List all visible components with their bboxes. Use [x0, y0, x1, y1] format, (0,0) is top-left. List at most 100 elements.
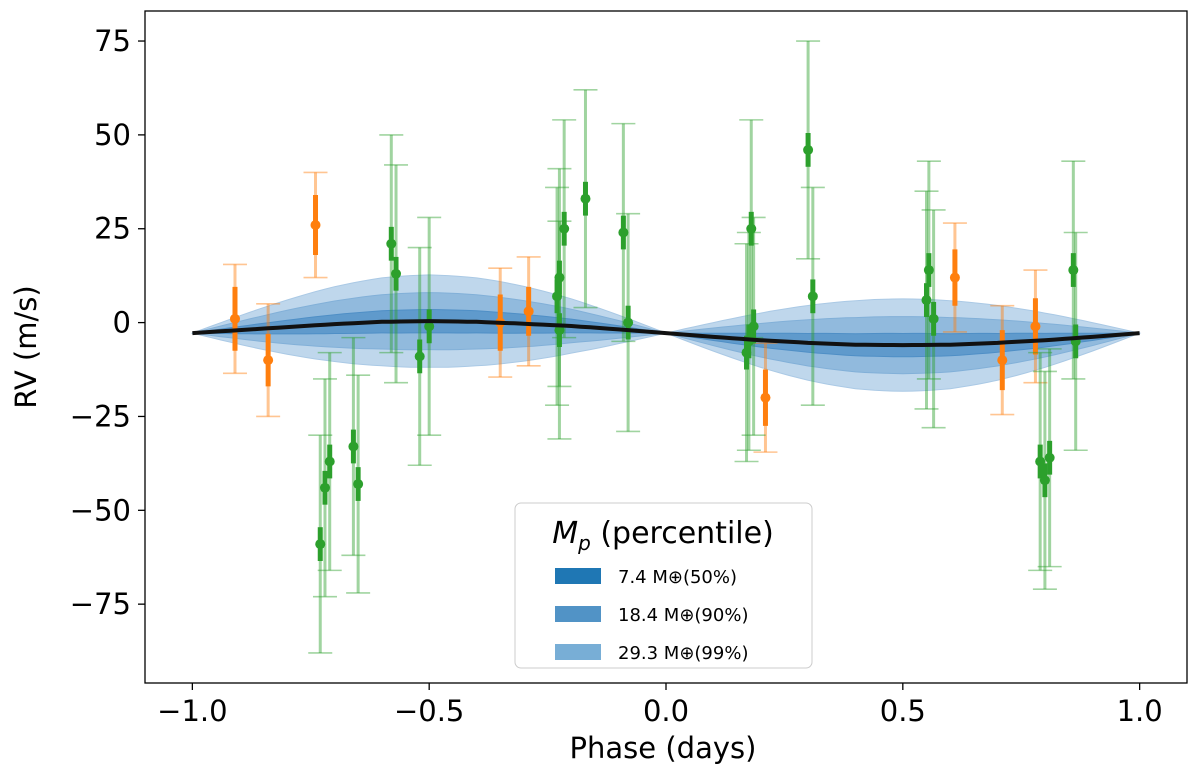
data-point	[990, 304, 1015, 416]
legend-swatch	[555, 644, 601, 660]
data-point	[916, 160, 941, 380]
x-tick-label: −1.0	[157, 694, 227, 728]
data-point	[611, 122, 636, 343]
legend-label: 7.4 M⊕(50%)	[618, 567, 737, 588]
point-marker	[997, 355, 1008, 366]
data-points	[222, 40, 1088, 654]
point-marker	[746, 223, 757, 234]
data-point	[616, 212, 641, 433]
point-marker	[618, 227, 629, 238]
point-marker	[803, 144, 814, 155]
y-tick-label: −75	[70, 587, 131, 621]
point-marker	[923, 265, 934, 276]
legend-label: 29.3 M⊕(99%)	[618, 643, 748, 664]
point-marker	[315, 539, 326, 550]
legend-box	[514, 502, 813, 669]
point-marker	[424, 321, 435, 332]
data-point	[417, 216, 442, 437]
x-tick-label: 1.0	[1117, 694, 1163, 728]
data-point	[547, 167, 572, 388]
data-point	[1023, 269, 1048, 384]
data-point	[547, 220, 572, 440]
x-tick-label: 0.5	[880, 694, 926, 728]
legend-title-rest: (percentile)	[591, 516, 774, 551]
data-point	[384, 164, 409, 384]
legend-entry: 18.4 M⊕(90%)	[555, 605, 748, 626]
data-point	[379, 134, 404, 354]
point-marker	[414, 351, 425, 362]
data-point	[741, 216, 766, 437]
y-tick-label: 25	[94, 212, 131, 246]
y-tick-label: 0	[113, 306, 131, 340]
data-point	[346, 374, 371, 594]
y-axis: 75 50 25 0 −25 −50 −75	[70, 24, 145, 621]
point-marker	[1044, 452, 1055, 463]
model-curve	[192, 319, 1140, 348]
data-point	[552, 119, 577, 339]
point-marker	[928, 313, 939, 324]
x-tick-label: 0.0	[643, 694, 689, 728]
data-point	[256, 303, 281, 418]
y-tick-label: −25	[70, 399, 131, 433]
point-marker	[1030, 321, 1041, 332]
point-marker	[348, 441, 359, 452]
data-point	[407, 246, 432, 467]
point-marker	[324, 456, 335, 467]
data-point	[303, 171, 328, 279]
data-point	[942, 222, 967, 333]
legend-title: Mp (percentile)	[552, 516, 774, 555]
point-marker	[921, 295, 932, 306]
model-curve-layer	[192, 319, 1140, 348]
point-marker	[1039, 475, 1050, 486]
y-tick-label: 50	[94, 118, 131, 152]
data-point	[753, 342, 778, 453]
data-point	[222, 263, 247, 375]
data-point	[545, 186, 570, 406]
point-marker	[263, 355, 274, 366]
legend-entries: 7.4 M⊕(50%) 18.4 M⊕(90%) 29.3 M⊕(99%)	[555, 567, 748, 664]
point-marker	[623, 317, 634, 328]
point-marker	[310, 219, 321, 230]
point-marker	[319, 482, 330, 493]
point-marker	[386, 238, 397, 249]
legend-entry: 29.3 M⊕(99%)	[555, 643, 748, 664]
point-marker	[554, 272, 565, 283]
legend-entry: 7.4 M⊕(50%)	[555, 567, 737, 588]
point-marker	[1068, 265, 1079, 276]
point-marker	[554, 325, 565, 336]
y-tick-label: −50	[70, 493, 131, 527]
x-axis-label: Phase (days)	[570, 731, 757, 765]
x-tick-label: −0.5	[394, 694, 464, 728]
data-point	[796, 40, 821, 260]
data-point	[308, 434, 333, 654]
data-point	[1032, 370, 1057, 590]
data-point	[341, 336, 366, 557]
point-marker	[353, 479, 364, 490]
point-marker	[949, 272, 960, 283]
legend-swatch	[555, 568, 601, 584]
legend-swatch	[555, 606, 601, 622]
point-marker	[807, 291, 818, 302]
data-point	[1037, 348, 1062, 568]
x-axis: −1.0 −0.5 0.0 0.5 1.0	[157, 683, 1163, 728]
data-point	[516, 256, 541, 367]
data-point	[317, 351, 342, 572]
data-point	[573, 89, 598, 309]
data-point	[914, 190, 939, 410]
legend-label: 18.4 M⊕(90%)	[618, 605, 748, 626]
point-marker	[580, 193, 591, 204]
point-marker	[760, 392, 771, 403]
data-point	[921, 209, 946, 429]
point-marker	[523, 306, 534, 317]
point-marker	[391, 268, 402, 279]
point-marker	[559, 223, 570, 234]
y-tick-label: 75	[94, 24, 131, 58]
data-point	[739, 119, 764, 339]
point-marker	[229, 313, 240, 324]
legend-title-subscript: p	[577, 531, 591, 555]
data-point	[800, 186, 825, 406]
legend: Mp (percentile) 7.4 M⊕(50%) 18.4 M⊕(90%) 2…	[514, 502, 813, 669]
data-point	[312, 378, 337, 598]
y-axis-label: RV (m/s)	[9, 285, 43, 408]
